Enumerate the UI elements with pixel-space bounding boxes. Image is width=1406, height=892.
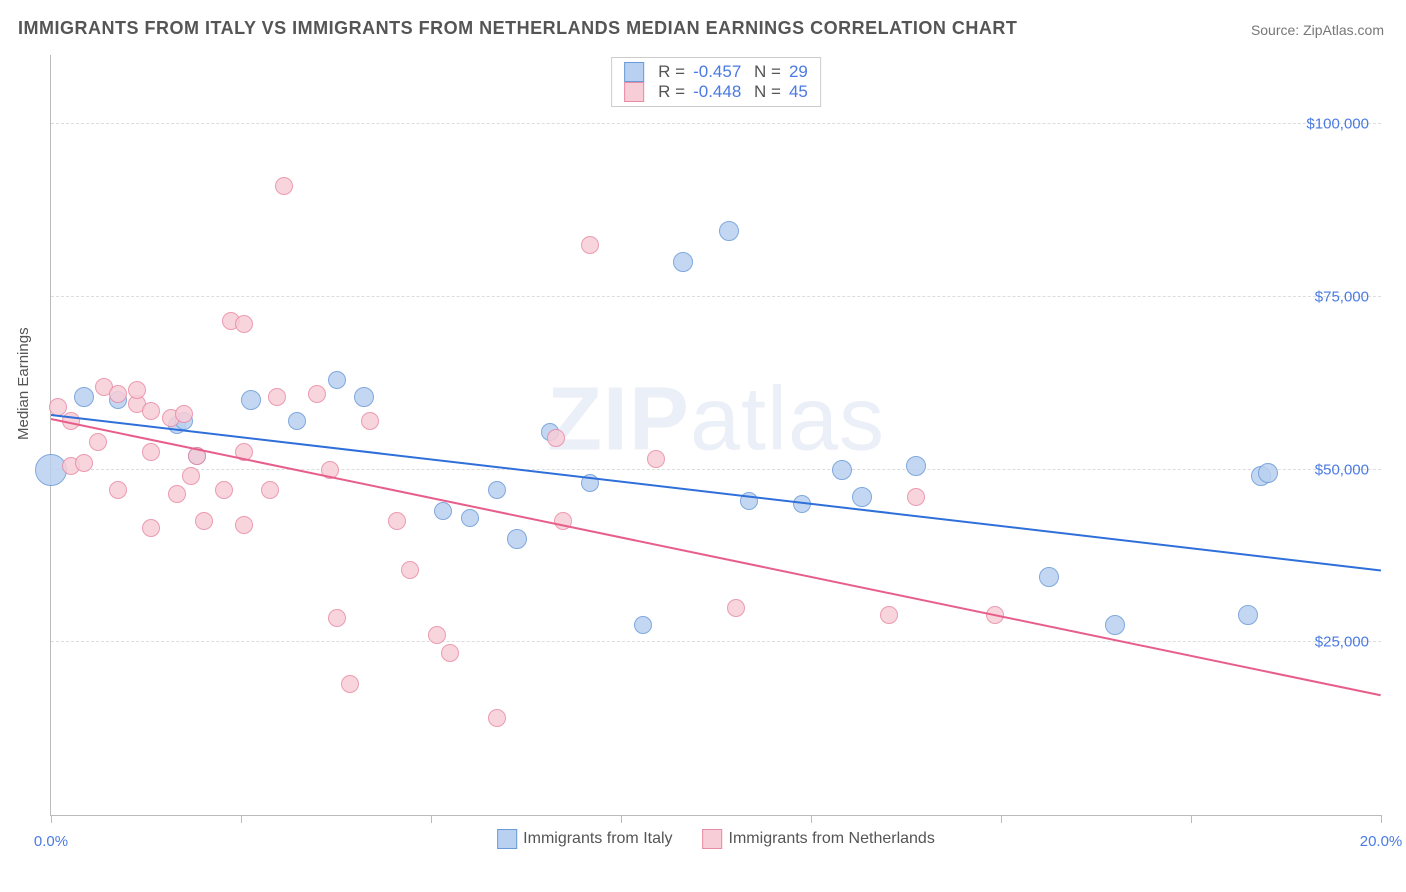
data-point xyxy=(268,388,286,406)
x-tick xyxy=(811,815,812,823)
swatch-icon xyxy=(497,829,517,849)
data-point xyxy=(434,502,452,520)
data-point xyxy=(428,626,446,644)
source-label: Source: ZipAtlas.com xyxy=(1251,22,1384,38)
data-point xyxy=(128,381,146,399)
legend-swatch-italy xyxy=(624,62,644,82)
x-tick-label: 20.0% xyxy=(1360,833,1403,850)
x-tick xyxy=(1191,815,1192,823)
gridline xyxy=(51,641,1381,642)
watermark-text: ZIPatlas xyxy=(547,368,885,471)
data-point xyxy=(1238,605,1258,625)
data-point xyxy=(507,529,527,549)
data-point xyxy=(832,460,852,480)
swatch-icon xyxy=(703,829,723,849)
data-point xyxy=(142,402,160,420)
data-point xyxy=(1258,463,1278,483)
data-point xyxy=(581,236,599,254)
data-point xyxy=(719,221,739,241)
data-point xyxy=(388,512,406,530)
data-point xyxy=(89,433,107,451)
y-tick-label: $100,000 xyxy=(1306,116,1369,133)
x-tick xyxy=(241,815,242,823)
legend-row: R =-0.448 N =45 xyxy=(624,82,808,102)
data-point xyxy=(328,371,346,389)
n-value-italy: 29 xyxy=(789,62,808,82)
data-point xyxy=(488,709,506,727)
x-tick xyxy=(431,815,432,823)
data-point xyxy=(215,481,233,499)
data-point xyxy=(488,481,506,499)
y-tick-label: $25,000 xyxy=(1315,634,1369,651)
data-point xyxy=(308,385,326,403)
legend-item-italy: Immigrants from Italy xyxy=(497,829,672,849)
data-point xyxy=(906,456,926,476)
data-point xyxy=(441,644,459,662)
x-tick xyxy=(621,815,622,823)
gridline xyxy=(51,296,1381,297)
data-point xyxy=(401,561,419,579)
chart-title: IMMIGRANTS FROM ITALY VS IMMIGRANTS FROM… xyxy=(18,18,1017,39)
data-point xyxy=(109,385,127,403)
data-point xyxy=(461,509,479,527)
legend-swatch-netherlands xyxy=(624,82,644,102)
r-value-netherlands: -0.448 xyxy=(693,82,741,102)
data-point xyxy=(547,429,565,447)
data-point xyxy=(261,481,279,499)
data-point xyxy=(74,387,94,407)
correlation-legend: R =-0.457 N =29 R =-0.448 N =45 xyxy=(611,57,821,107)
trend-line xyxy=(51,418,1381,696)
data-point xyxy=(907,488,925,506)
data-point xyxy=(647,450,665,468)
data-point xyxy=(727,599,745,617)
data-point xyxy=(275,177,293,195)
legend-item-netherlands: Immigrants from Netherlands xyxy=(703,829,935,849)
data-point xyxy=(288,412,306,430)
data-point xyxy=(235,315,253,333)
data-point xyxy=(142,519,160,537)
data-point xyxy=(168,485,186,503)
x-tick-label: 0.0% xyxy=(34,833,68,850)
data-point xyxy=(354,387,374,407)
gridline xyxy=(51,469,1381,470)
trend-line xyxy=(51,414,1381,571)
data-point xyxy=(852,487,872,507)
legend-label: Immigrants from Italy xyxy=(523,830,672,847)
data-point xyxy=(109,481,127,499)
data-point xyxy=(235,516,253,534)
data-point xyxy=(328,609,346,627)
n-value-netherlands: 45 xyxy=(789,82,808,102)
legend-label: Immigrants from Netherlands xyxy=(729,830,935,847)
x-tick xyxy=(1381,815,1382,823)
data-point xyxy=(1039,567,1059,587)
data-point xyxy=(142,443,160,461)
data-point xyxy=(182,467,200,485)
x-tick xyxy=(1001,815,1002,823)
r-value-italy: -0.457 xyxy=(693,62,741,82)
x-tick xyxy=(51,815,52,823)
y-tick-label: $50,000 xyxy=(1315,461,1369,478)
data-point xyxy=(75,454,93,472)
data-point xyxy=(880,606,898,624)
legend-row: R =-0.457 N =29 xyxy=(624,62,808,82)
data-point xyxy=(241,390,261,410)
data-point xyxy=(634,616,652,634)
data-point xyxy=(1105,615,1125,635)
data-point xyxy=(175,405,193,423)
data-point xyxy=(341,675,359,693)
data-point xyxy=(673,252,693,272)
scatter-plot-area: ZIPatlas R =-0.457 N =29 R =-0.448 N =45… xyxy=(50,55,1381,816)
data-point xyxy=(195,512,213,530)
series-legend: Immigrants from Italy Immigrants from Ne… xyxy=(497,829,935,849)
y-tick-label: $75,000 xyxy=(1315,288,1369,305)
data-point xyxy=(361,412,379,430)
gridline xyxy=(51,123,1381,124)
y-axis-label: Median Earnings xyxy=(15,327,32,440)
